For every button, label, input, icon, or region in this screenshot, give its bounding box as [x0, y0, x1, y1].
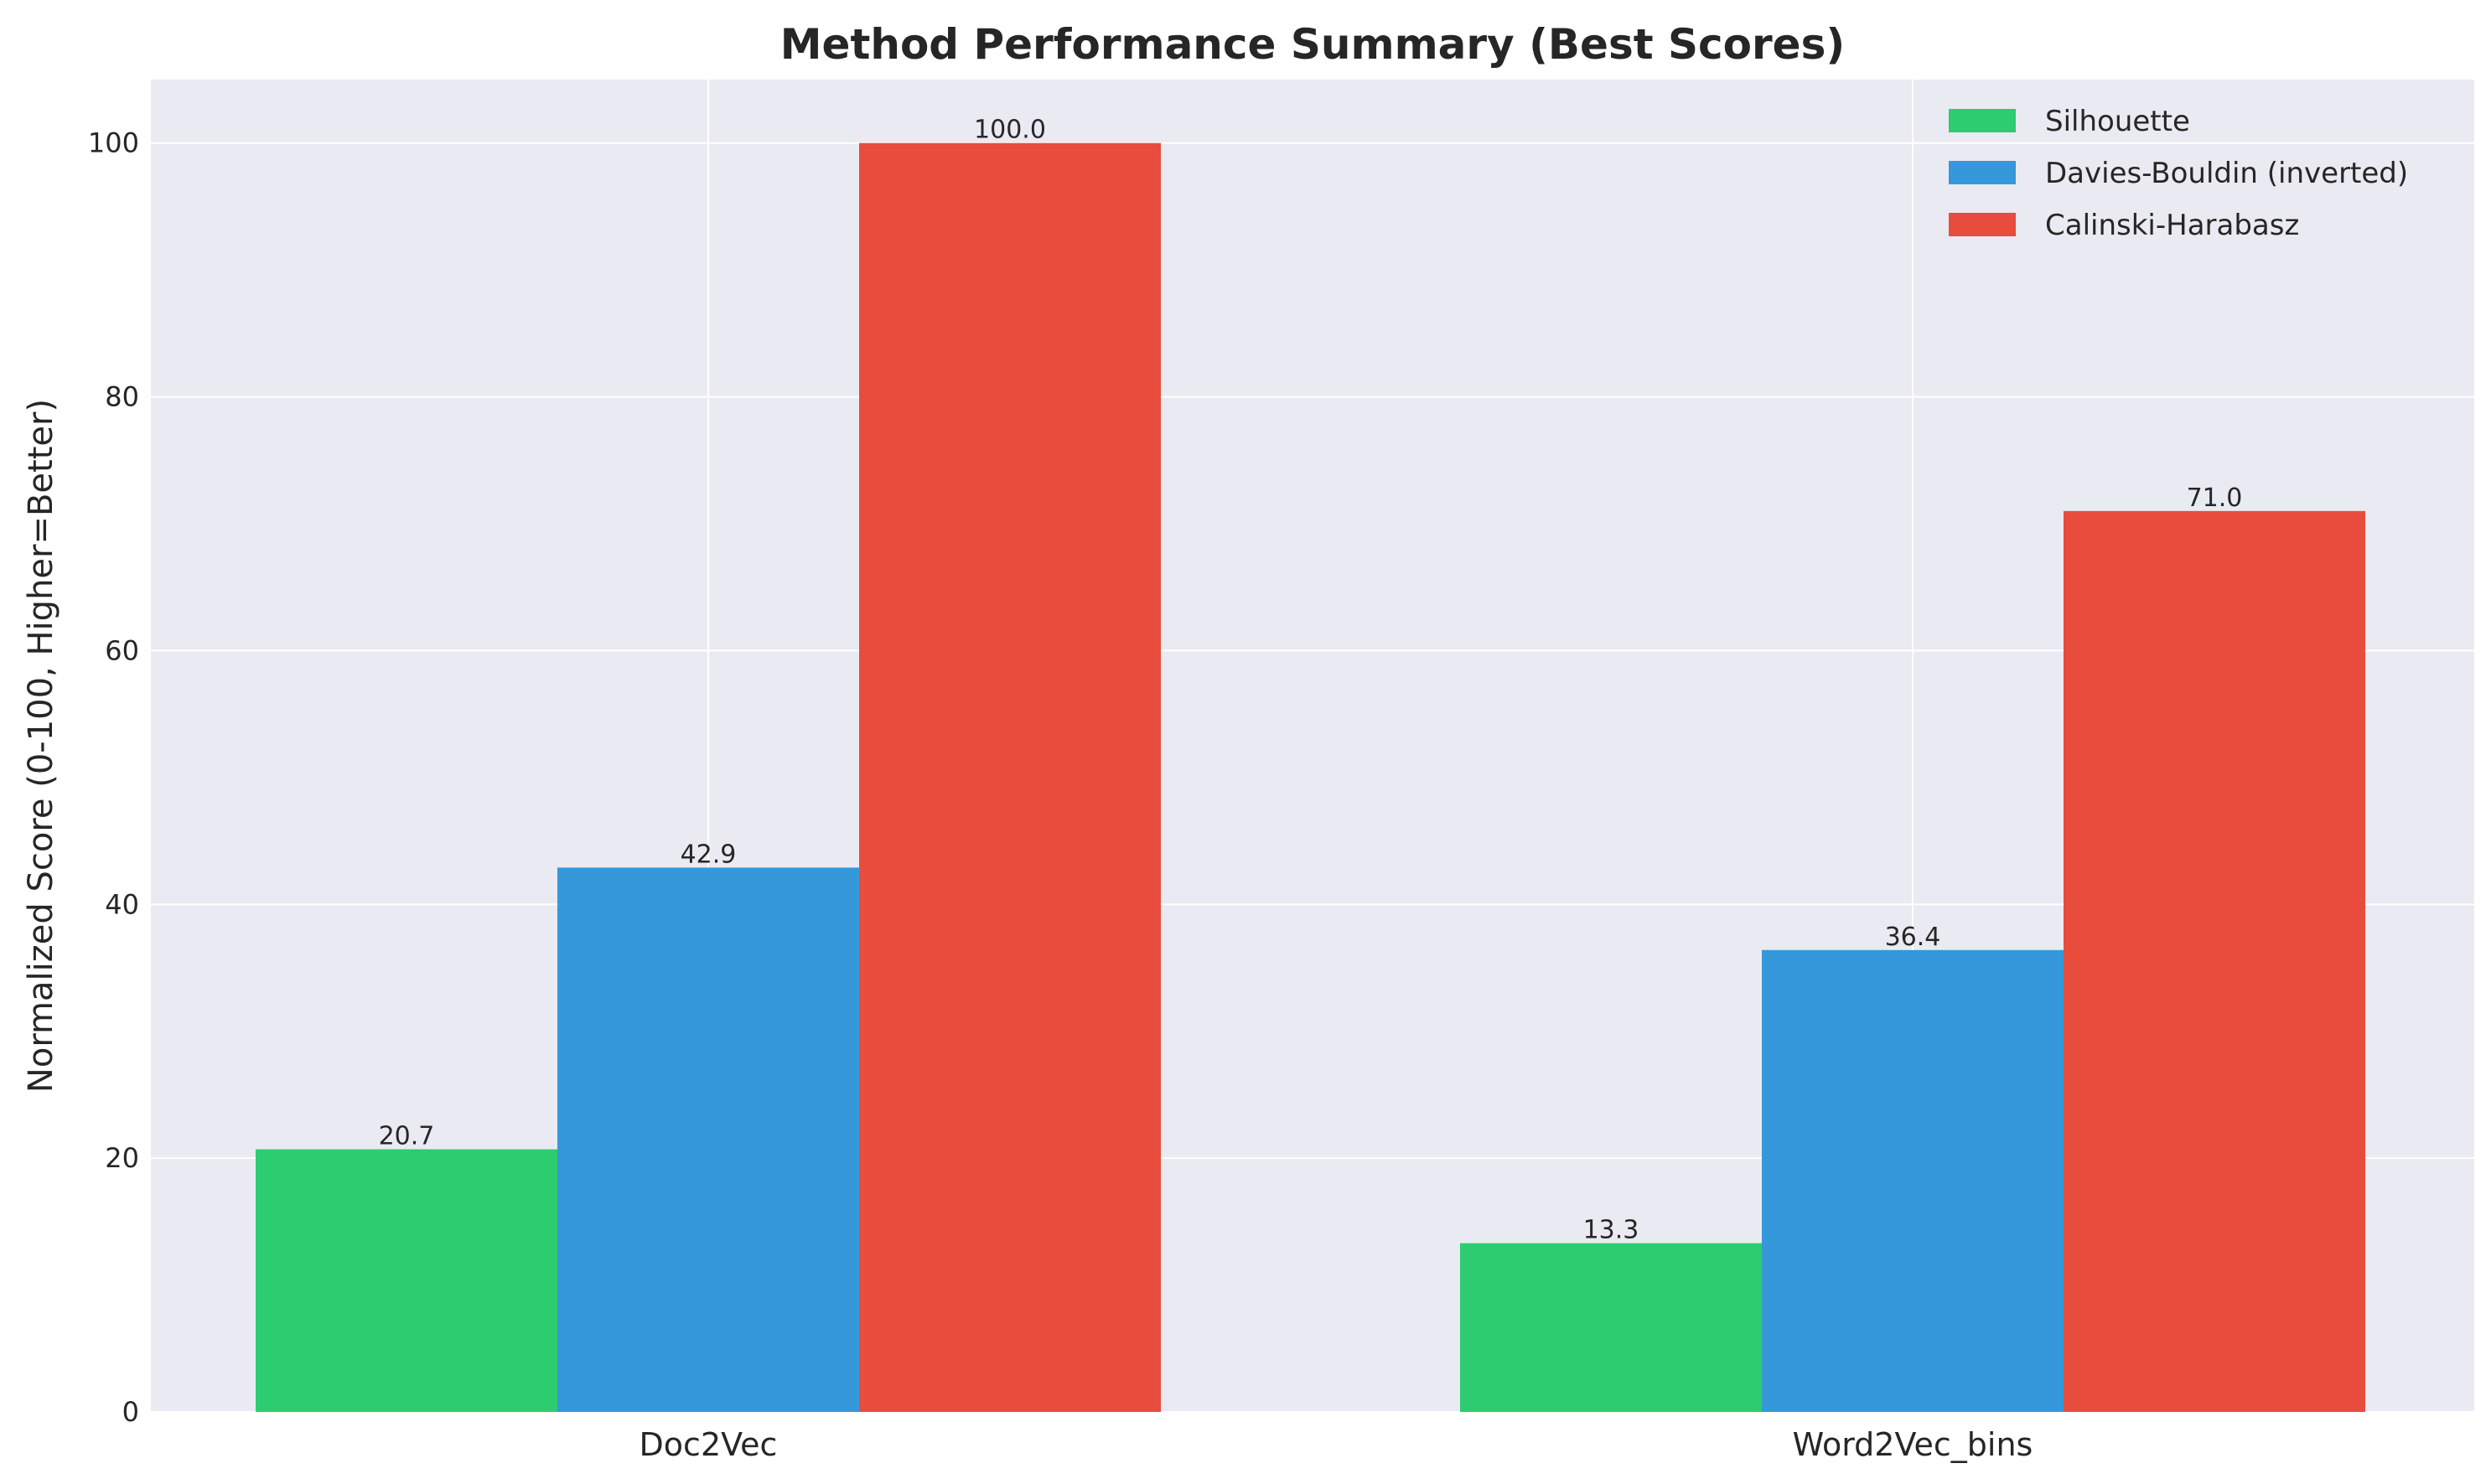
- legend-label: Davies-Bouldin (inverted): [2045, 157, 2408, 190]
- y-tick-label: 80: [105, 381, 139, 413]
- legend-label: Silhouette: [2045, 105, 2190, 138]
- legend-swatch: [1949, 161, 2016, 184]
- data-labels: 20.7 13.3 42.9 36.4 100.0 71.0: [379, 116, 2243, 1245]
- bar: [1460, 1243, 1762, 1412]
- bars: [256, 142, 2365, 1413]
- bar: [557, 867, 859, 1412]
- y-tick-label: 40: [105, 888, 139, 920]
- bar: [859, 142, 1161, 1413]
- bar-value-label: 100.0: [974, 116, 1046, 145]
- bar-value-label: 71.0: [2187, 483, 2243, 513]
- legend-swatch: [1949, 213, 2016, 236]
- bar-value-label: 42.9: [681, 840, 737, 869]
- x-tick-label: Word2Vec_bins: [1793, 1426, 2033, 1463]
- bar: [1762, 949, 2064, 1412]
- x-tick-label: Doc2Vec: [640, 1426, 778, 1463]
- y-axis-ticks: 0 20 40 60 80 100: [88, 127, 139, 1428]
- chart-title: Method Performance Summary (Best Scores): [780, 20, 1845, 69]
- bar-value-label: 20.7: [379, 1122, 435, 1151]
- y-tick-label: 60: [105, 634, 139, 666]
- legend: Silhouette Davies-Bouldin (inverted) Calin…: [1949, 105, 2408, 242]
- y-tick-label: 100: [88, 127, 139, 159]
- y-tick-label: 0: [122, 1396, 139, 1428]
- legend-swatch: [1949, 109, 2016, 132]
- bar: [256, 1149, 557, 1412]
- bar-value-label: 13.3: [1583, 1216, 1639, 1245]
- legend-label: Calinski-Harabasz: [2045, 209, 2299, 242]
- y-tick-label: 20: [105, 1142, 139, 1174]
- bar-value-label: 36.4: [1885, 923, 1941, 952]
- x-axis-ticks: Doc2Vec Word2Vec_bins: [640, 1426, 2033, 1463]
- bar: [2064, 510, 2365, 1412]
- y-axis-label: Normalized Score (0-100, Higher=Better): [22, 399, 60, 1093]
